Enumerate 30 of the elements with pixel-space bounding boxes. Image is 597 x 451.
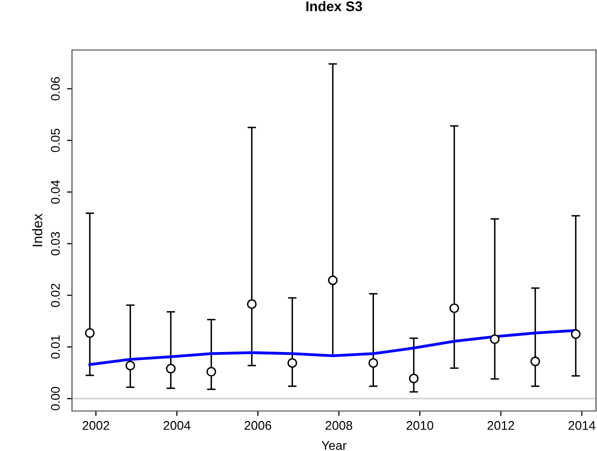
x-tick-label: 2012 <box>488 421 514 430</box>
x-tick-label: 2008 <box>326 421 352 430</box>
point <box>125 360 136 370</box>
y-axis-title: Index <box>32 214 42 246</box>
x-tick-label: 2010 <box>406 421 434 430</box>
point <box>449 303 460 314</box>
y-tick-label: 0.05 <box>50 128 60 152</box>
point <box>408 374 419 384</box>
y-tick-label: 0.04 <box>50 180 60 204</box>
y-tick-label: 0.06 <box>50 77 60 100</box>
point <box>206 366 216 377</box>
y-tick-label: 0.00 <box>50 386 60 410</box>
point <box>530 356 540 366</box>
x-tick-label: 2004 <box>164 421 190 430</box>
x-tick-label: 2006 <box>244 421 272 430</box>
point <box>368 358 378 368</box>
x-tick-label: 2014 <box>568 421 596 430</box>
y-tick-label: 0.01 <box>50 335 60 359</box>
point <box>246 299 257 309</box>
point <box>166 364 176 374</box>
x-axis-title: Year <box>322 441 346 450</box>
y-tick-label: 0.03 <box>50 232 60 256</box>
point <box>287 358 298 368</box>
y-tick-label: 0.02 <box>50 284 60 307</box>
x-tick-label: 2002 <box>82 421 110 430</box>
chart-title: Index S3 <box>306 1 362 12</box>
point <box>84 328 95 338</box>
point <box>490 334 500 344</box>
point <box>328 275 338 286</box>
point <box>570 329 581 339</box>
